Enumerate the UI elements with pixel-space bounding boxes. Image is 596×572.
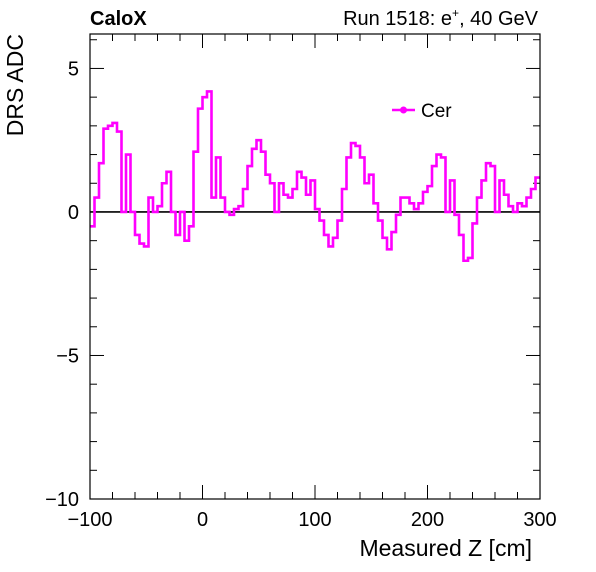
series-layer [90,90,540,263]
legend-label: Cer [421,101,452,122]
axis-ticks [89,34,541,500]
x-tick-labels: −100 0 100 200 300 [67,509,556,531]
y-axis-title: DRS ADC [2,34,28,136]
x-tick-label: 0 [197,509,208,531]
y-tick-label: 0 [68,202,79,224]
experiment-label: CaloX [90,8,147,30]
y-tick-label: −10 [45,489,79,511]
legend: Cer [392,101,452,122]
run-label-suffix: , 40 GeV [459,8,539,30]
y-tick-label: −5 [56,345,79,367]
series-cer-line [90,90,540,263]
x-tick-label: 200 [411,509,444,531]
run-label-prefix: Run 1518: e [343,8,452,30]
x-tick-label: 300 [523,509,556,531]
x-axis-title: Measured Z [cm] [359,535,532,561]
x-tick-label: −100 [67,509,112,531]
y-tick-label: 5 [68,58,79,80]
y-tick-labels: −10 −5 0 5 [45,58,79,511]
run-label-superscript: + [452,6,459,20]
plot-frame [89,33,541,500]
legend-marker [400,106,407,114]
run-label: Run 1518: e+, 40 GeV [343,6,539,30]
x-tick-label: 100 [298,509,331,531]
